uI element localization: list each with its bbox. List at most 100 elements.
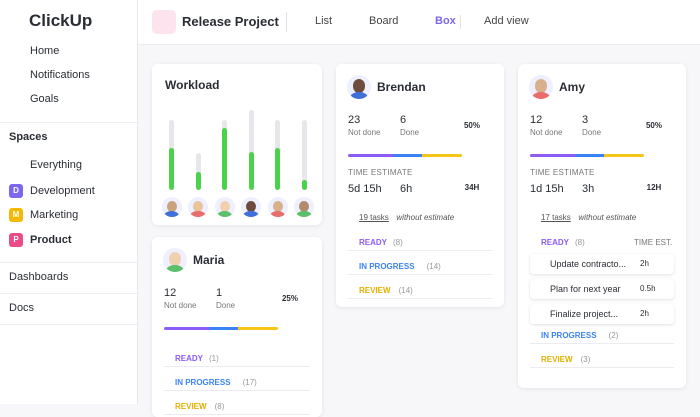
icon xyxy=(9,93,21,105)
task-row[interactable]: Finalize project... 2h xyxy=(530,304,674,324)
progress-bar xyxy=(530,154,644,157)
avatar-face xyxy=(166,200,177,212)
space-item[interactable]: Everything xyxy=(30,159,82,171)
view-tab[interactable]: Board xyxy=(369,15,399,27)
divider xyxy=(164,390,310,391)
divider xyxy=(348,274,492,275)
chevron xyxy=(118,133,126,141)
cube xyxy=(157,15,171,29)
group-name[interactable]: READY xyxy=(175,354,204,363)
divider xyxy=(530,343,674,344)
group-name[interactable]: IN PROGRESS xyxy=(175,378,231,387)
estimate-note: without estimate xyxy=(578,213,637,222)
avatar xyxy=(163,248,187,272)
avatar-face xyxy=(219,200,230,212)
section-title: Spaces xyxy=(9,131,48,143)
avatar-body xyxy=(243,211,259,217)
divider xyxy=(348,298,492,299)
warning-icon xyxy=(347,213,356,222)
workload-fill xyxy=(248,152,254,190)
icon xyxy=(9,69,21,81)
time-title: TIME ESTIMATE xyxy=(530,168,595,177)
stat-value: 6 xyxy=(400,114,407,126)
group-name[interactable]: REVIEW xyxy=(359,286,391,295)
card-title: Workload xyxy=(165,78,220,92)
divider xyxy=(0,262,137,263)
group-name[interactable]: READY xyxy=(541,238,570,247)
group-name[interactable]: REVIEW xyxy=(541,355,573,364)
avatar xyxy=(188,197,208,217)
task-estimate: 2h xyxy=(640,259,649,268)
avatar-face xyxy=(299,200,309,212)
grid-icon xyxy=(10,159,22,171)
group-count: (8) xyxy=(393,238,403,247)
group-name[interactable]: IN PROGRESS xyxy=(359,262,415,271)
nav-item[interactable]: Goals xyxy=(30,93,59,105)
group-count: (1) xyxy=(209,354,219,363)
space-item[interactable]: Product xyxy=(30,234,72,246)
task-name: Plan for next year xyxy=(550,284,621,294)
divider xyxy=(164,414,310,415)
group-name[interactable]: IN PROGRESS xyxy=(541,331,597,340)
avatar-body xyxy=(531,92,551,99)
avatar-body xyxy=(349,92,369,99)
avatar-body xyxy=(216,211,233,217)
ring-label: 34H xyxy=(464,183,480,192)
progress-bar xyxy=(164,327,278,330)
workload-track xyxy=(195,153,201,190)
person-card: Amy 12 Not done 3 Done 50% TIME ESTIMATE 1d 15h… xyxy=(518,64,686,388)
chevron xyxy=(119,304,127,312)
space-item[interactable]: Marketing xyxy=(30,209,79,221)
add-view[interactable]: Add view xyxy=(484,15,529,27)
group-name[interactable]: REVIEW xyxy=(175,402,207,411)
person-name: Amy xyxy=(559,80,586,94)
group-count: (8) xyxy=(214,402,225,411)
space-item[interactable]: Development xyxy=(30,185,95,197)
stat-label: Not done xyxy=(348,128,381,137)
avatar xyxy=(241,197,261,217)
project-icon xyxy=(152,10,176,34)
stat-label: Done xyxy=(582,128,602,137)
view-tab[interactable]: Box xyxy=(435,15,456,27)
header: Release Project List Board Box Add view xyxy=(138,0,700,45)
warning-icon xyxy=(529,213,538,222)
group-caret xyxy=(164,379,171,386)
nav-item[interactable]: Notifications xyxy=(30,69,90,81)
avatar xyxy=(267,197,288,217)
task-estimate: 0.5h xyxy=(640,284,656,293)
avatar-body xyxy=(165,265,185,272)
workload-fill xyxy=(275,148,280,190)
view-icon xyxy=(300,16,311,27)
group-caret xyxy=(348,239,355,246)
stat-label: Not done xyxy=(530,128,563,137)
space-badge: M xyxy=(9,208,23,222)
stat-value: 12 xyxy=(164,287,177,299)
group-count: (3) xyxy=(580,355,591,364)
workload-fill xyxy=(195,172,201,190)
time-value: 1d 15h xyxy=(530,183,564,195)
estimate-link[interactable]: 19 tasks xyxy=(359,213,389,222)
stat-label: Done xyxy=(216,301,236,310)
view-icon xyxy=(354,16,365,27)
task-row[interactable]: Plan for next year 0.5h xyxy=(530,279,674,299)
divider xyxy=(0,122,137,123)
group-caret xyxy=(348,263,355,270)
plus-icon xyxy=(470,17,479,26)
avatar-face xyxy=(193,200,203,212)
column-header: TIME EST. xyxy=(634,238,673,247)
avatar xyxy=(529,75,553,99)
time-value: 5d 15h xyxy=(348,183,382,195)
nav-item[interactable]: Home xyxy=(30,45,60,57)
view-tab[interactable]: List xyxy=(315,15,333,27)
workload-fill xyxy=(222,128,227,190)
group-count: (2) xyxy=(608,331,619,340)
section-link[interactable]: Dashboards xyxy=(9,271,69,283)
stat-label: Not done xyxy=(164,301,197,310)
avatar-face xyxy=(353,79,365,93)
section-link[interactable]: Docs xyxy=(9,302,35,314)
group-name[interactable]: READY xyxy=(359,238,388,247)
avatar-body xyxy=(296,211,312,217)
estimate-link[interactable]: 17 tasks xyxy=(541,213,571,222)
ring-label: 50% xyxy=(463,121,480,130)
task-row[interactable]: Update contracto... 2h xyxy=(530,254,674,274)
